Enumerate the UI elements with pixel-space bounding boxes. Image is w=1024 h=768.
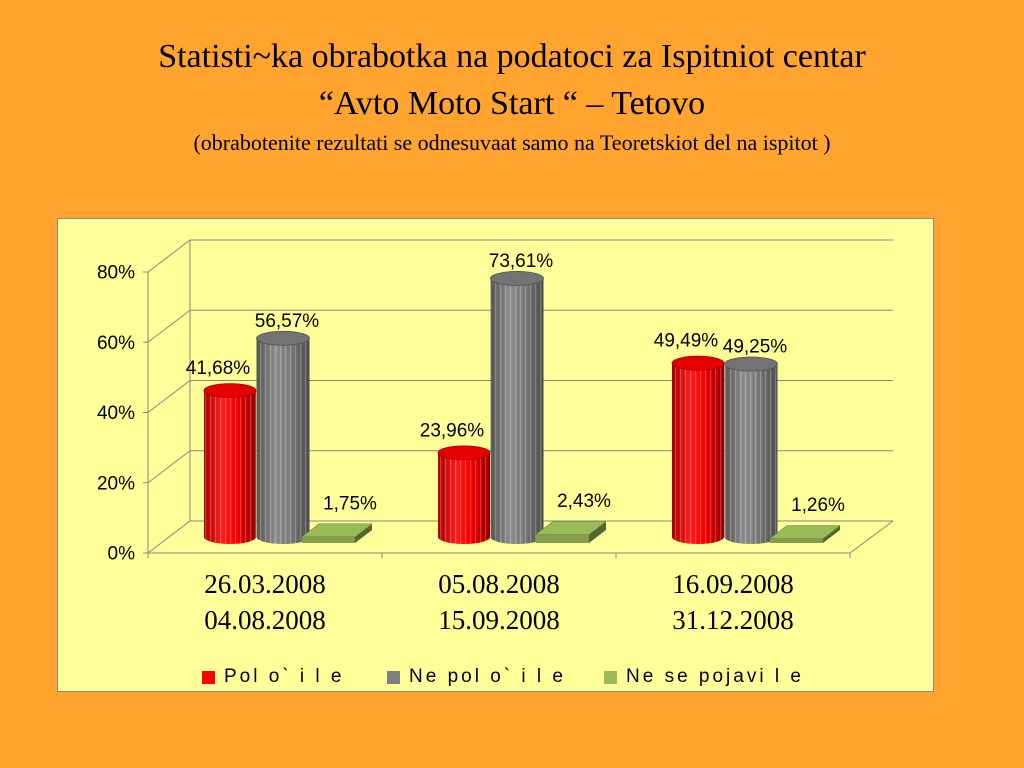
bar-top [490, 271, 544, 286]
legend-swatch [604, 670, 617, 684]
legend-label: Ne pol o` i l e [409, 666, 566, 687]
bar-series1-group2 [437, 445, 491, 544]
x-category-label: 15.09.2008 [438, 605, 560, 635]
x-category-label: 05.08.2008 [438, 569, 560, 599]
bar-stripes [724, 364, 778, 544]
bar-stripes [204, 390, 256, 544]
y-tick-label: 0% [108, 544, 136, 565]
bar-side [589, 521, 606, 543]
bar-stripes [490, 278, 544, 544]
bar-front [770, 538, 823, 543]
x-category-label: 31.12.2008 [672, 605, 794, 635]
bar-top [437, 445, 491, 461]
legend-item-series-2: Ne pol o` i l e [387, 665, 566, 689]
bar-stripes [438, 452, 490, 544]
y-tick-label: 60% [97, 333, 135, 354]
legend-item-series-1: Pol o` i l e [202, 665, 344, 689]
bar-side [355, 523, 372, 543]
y-tick-label: 40% [97, 403, 135, 424]
slide-title-line2: “Avto Moto Start “ – Tetovo [318, 85, 706, 122]
legend-label: Pol o` i l e [224, 666, 345, 687]
slide-title: Statisti~ka obrabotka na podatoci za Isp… [158, 38, 866, 75]
bar-top [769, 525, 841, 539]
data-label: 23,96% [420, 420, 485, 441]
x-category-label: 26.03.2008 [204, 569, 326, 599]
data-label: 1,75% [323, 493, 377, 514]
bar-top [535, 521, 607, 535]
bar-series3-group3 [769, 525, 841, 543]
legend-label: Ne se pojavi l e [626, 666, 804, 687]
data-label: 56,57% [255, 311, 320, 332]
bars [203, 271, 841, 544]
legend-swatch [202, 670, 215, 684]
bar-series2-group1 [256, 330, 310, 544]
axes [143, 240, 894, 558]
legend-swatch [387, 670, 400, 684]
y-tick-label: 20% [97, 473, 135, 494]
data-label: 49,49% [654, 331, 719, 352]
bar-top [256, 330, 310, 346]
legend-item-series-3: Ne se pojavi l e [604, 665, 804, 689]
bar-series3-group1 [301, 523, 373, 543]
bar-series3-group2 [535, 521, 607, 543]
bar-series2-group3 [724, 356, 778, 544]
bar-side [823, 525, 840, 543]
data-label: 49,25% [723, 337, 788, 358]
bar-top [724, 356, 778, 372]
bar-stripes [672, 363, 724, 544]
bar-front [302, 536, 355, 543]
bar-series2-group2 [490, 271, 544, 544]
bar-front [536, 534, 589, 543]
slide-subtitle: (obrabotenite rezultati se odnesuvaat sa… [193, 130, 831, 155]
bar-top [203, 383, 257, 398]
x-category-label: 04.08.2008 [204, 605, 326, 635]
bar-stripes [256, 338, 310, 544]
data-label: 2,43% [557, 491, 611, 512]
labels: 0% 20% 40% 60% 80% 41,68% 23,96% 49,49% 56,57% 73… [97, 251, 845, 635]
data-label: 41,68% [186, 358, 251, 379]
bar-series1-group3 [671, 355, 725, 544]
x-category-label: 16.09.2008 [672, 569, 794, 599]
y-tick-label: 80% [97, 263, 135, 284]
bar-top [671, 355, 725, 371]
data-label: 73,61% [489, 251, 554, 272]
data-label: 1,26% [791, 495, 845, 516]
bar-top [301, 523, 373, 538]
bar-series1-group1 [203, 383, 257, 544]
